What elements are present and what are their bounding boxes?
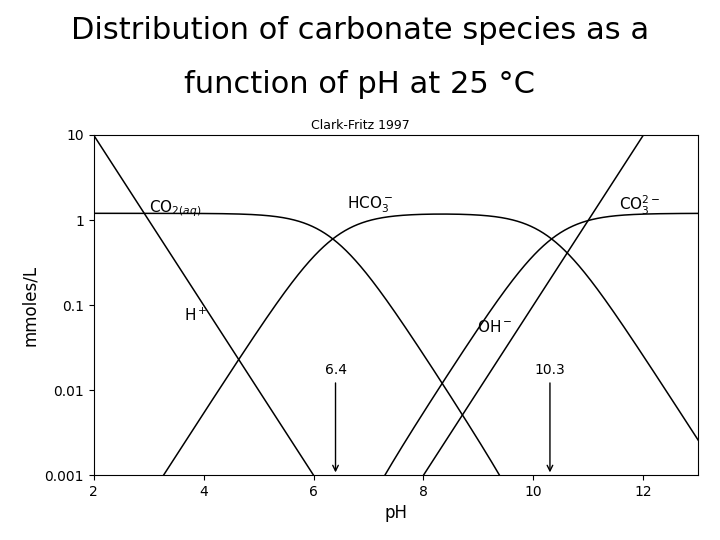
Text: 10.3: 10.3 xyxy=(534,363,565,471)
Text: CO$_{2(aq)}$: CO$_{2(aq)}$ xyxy=(148,199,201,219)
Text: H$^+$: H$^+$ xyxy=(184,307,207,325)
Text: HCO$_3^-$: HCO$_3^-$ xyxy=(346,195,392,215)
Text: Clark-Fritz 1997: Clark-Fritz 1997 xyxy=(310,119,410,132)
Text: 6.4: 6.4 xyxy=(325,363,346,471)
Y-axis label: mmoles/L: mmoles/L xyxy=(21,265,39,346)
Text: Distribution of carbonate species as a: Distribution of carbonate species as a xyxy=(71,16,649,45)
Text: function of pH at 25 °C: function of pH at 25 °C xyxy=(184,70,536,99)
X-axis label: pH: pH xyxy=(384,504,408,523)
Text: CO$_3^{2-}$: CO$_3^{2-}$ xyxy=(618,193,660,217)
Text: OH$^-$: OH$^-$ xyxy=(477,319,513,335)
